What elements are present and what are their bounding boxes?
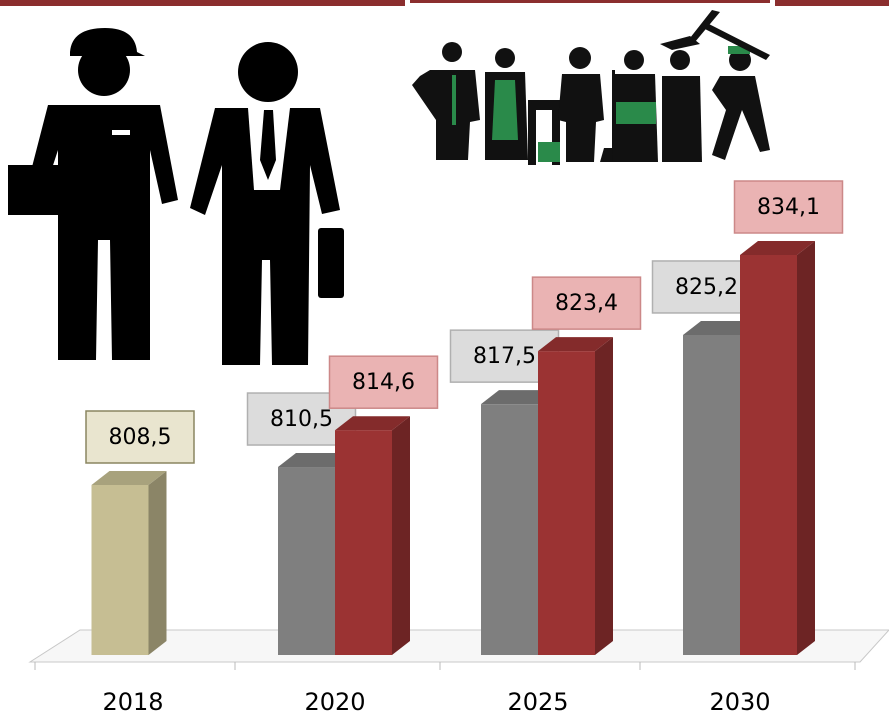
data-label: 823,4 <box>555 291 618 316</box>
icon-workers-group <box>412 10 770 165</box>
top-strip <box>0 0 405 6</box>
bar-top <box>740 241 815 255</box>
bar <box>538 337 613 655</box>
bar-front <box>91 485 149 655</box>
data-label: 810,5 <box>270 407 333 432</box>
icon-worker <box>8 28 178 360</box>
bar-front <box>335 430 392 655</box>
data-label-box <box>85 410 195 464</box>
bar <box>740 241 815 655</box>
data-label: 814,6 <box>352 370 415 395</box>
bar-top <box>683 320 758 335</box>
x-tick-label: 2030 <box>709 688 770 716</box>
x-tick-label: 2020 <box>304 688 365 716</box>
bar <box>335 416 410 655</box>
bar-front <box>481 404 538 655</box>
data-label: 808,5 <box>109 425 172 450</box>
data-label-box <box>531 276 642 330</box>
data-label-box <box>328 355 439 409</box>
bar-side <box>595 337 613 655</box>
bar-front <box>538 351 595 655</box>
bar-side <box>797 241 815 655</box>
data-label: 825,2 <box>675 275 738 300</box>
data-label-box <box>733 180 844 234</box>
top-strip <box>410 0 770 3</box>
icon-manager <box>190 42 344 365</box>
bar-front <box>683 334 740 655</box>
bar <box>91 471 167 655</box>
x-tick-label: 2025 <box>507 688 568 716</box>
bar-side <box>148 471 167 655</box>
bar-front <box>740 255 797 655</box>
data-label: 817,5 <box>473 344 536 369</box>
bar-top <box>91 471 167 485</box>
bar-front <box>278 467 335 655</box>
bar-top <box>335 416 410 431</box>
data-label: 834,1 <box>757 195 820 220</box>
x-tick-label: 2018 <box>102 688 163 716</box>
bar-side <box>392 416 410 655</box>
bar-top <box>278 453 353 468</box>
bar-top <box>481 390 556 405</box>
bar-top <box>538 337 613 352</box>
floor <box>28 629 889 663</box>
top-strip <box>775 0 889 6</box>
